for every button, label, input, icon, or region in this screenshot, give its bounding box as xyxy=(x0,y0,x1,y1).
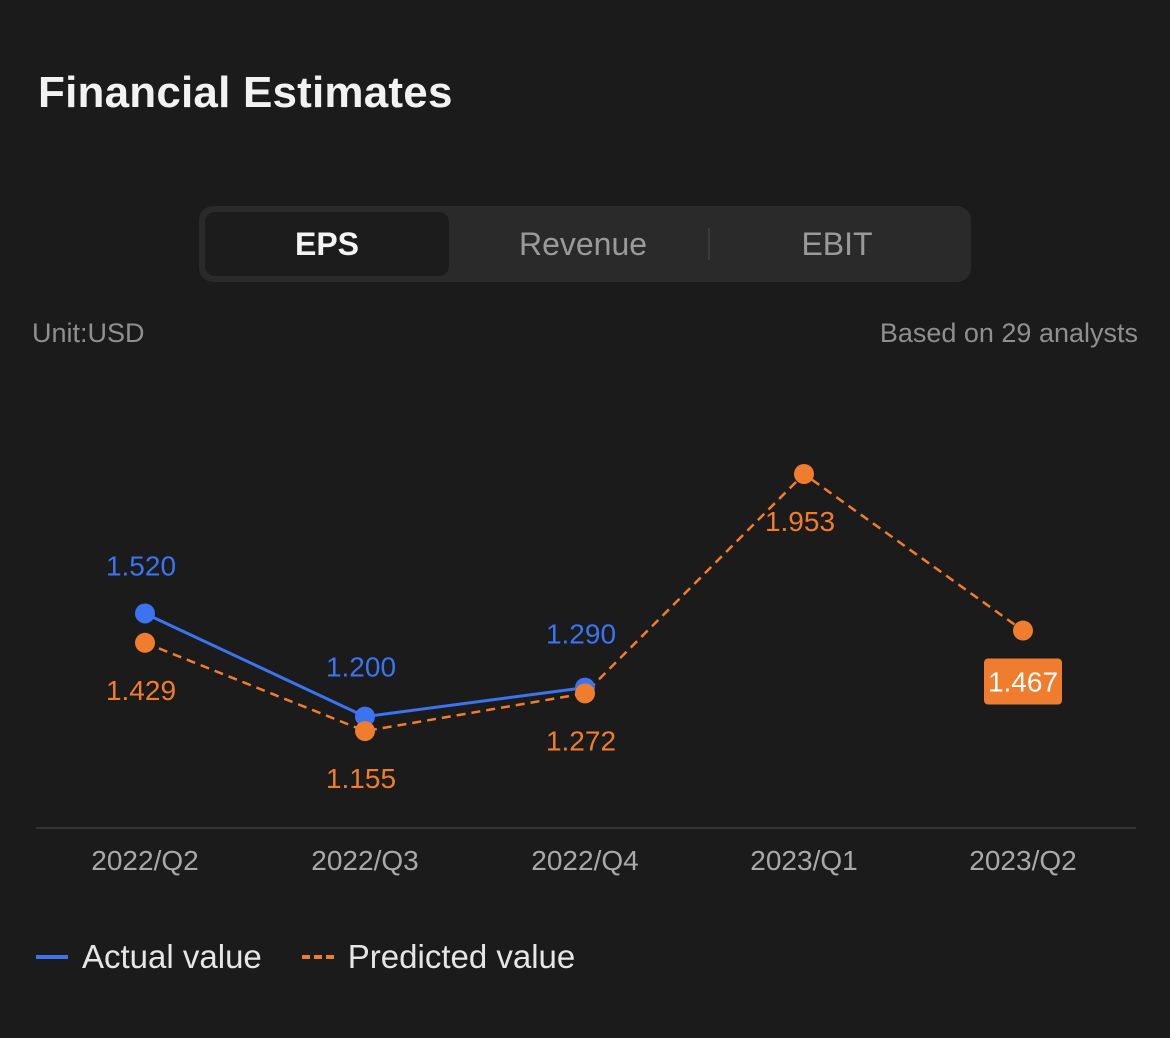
legend-item-actual[interactable]: Actual value xyxy=(36,938,262,976)
tab-eps[interactable]: EPS xyxy=(205,212,449,276)
predicted-data-label: 1.272 xyxy=(546,725,616,756)
predicted-data-label: 1.429 xyxy=(106,675,176,706)
tab-revenue[interactable]: Revenue xyxy=(518,225,648,262)
legend-item-predicted[interactable]: Predicted value xyxy=(301,938,576,976)
x-tick-label: 2022/Q3 xyxy=(311,845,418,876)
legend-actual-swatch xyxy=(36,955,68,959)
x-tick-label: 2022/Q4 xyxy=(531,845,638,876)
predicted-value-point xyxy=(355,721,375,742)
actual-value-point xyxy=(355,706,375,727)
x-tick-label: 2023/Q1 xyxy=(750,845,857,876)
legend-predicted-label: Predicted value xyxy=(347,938,576,975)
predicted-data-label: 1.155 xyxy=(326,763,396,794)
chart-legend: Actual value Predicted value xyxy=(36,938,615,976)
predicted-value-line xyxy=(144,472,1024,733)
analyst-count: Based on 29 analysts xyxy=(879,318,1138,348)
predicted-value-point xyxy=(794,464,814,485)
actual-data-label: 1.200 xyxy=(326,652,396,683)
unit-label: Unit:USD xyxy=(32,318,145,348)
x-tick-label: 2022/Q2 xyxy=(91,845,198,876)
legend-predicted-swatch xyxy=(301,955,334,959)
predicted-value-point xyxy=(1013,620,1033,641)
actual-data-label: 1.520 xyxy=(106,550,176,581)
predicted-value-point xyxy=(575,683,595,704)
tab-divider xyxy=(708,228,710,260)
actual-value-point xyxy=(135,603,155,624)
predicted-value-point xyxy=(135,632,155,653)
tab-ebit[interactable]: EBIT xyxy=(801,225,873,262)
actual-data-label: 1.290 xyxy=(546,619,616,650)
metric-tabs: EPS Revenue EBIT xyxy=(199,206,971,282)
x-tick-label: 2023/Q2 xyxy=(969,845,1076,876)
predicted-data-label: 1.467 xyxy=(988,667,1058,698)
highlight-label-box xyxy=(984,658,1062,705)
predicted-data-label: 1.953 xyxy=(765,506,835,537)
legend-actual-label: Actual value xyxy=(82,938,262,975)
page-title: Financial Estimates xyxy=(38,68,453,117)
